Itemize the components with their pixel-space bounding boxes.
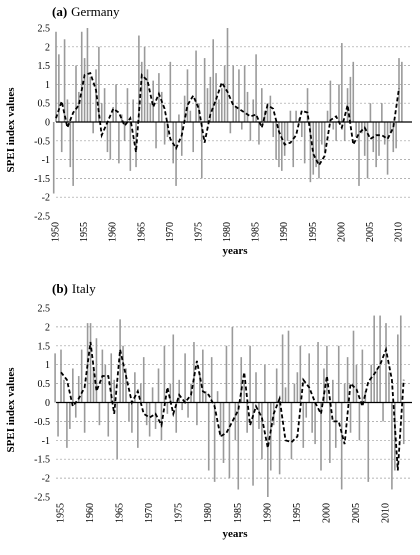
y-tick-label: 2 xyxy=(45,322,50,333)
panel-name-germany: Germany xyxy=(71,4,120,19)
x-tick-label: 1955 xyxy=(56,503,67,523)
panel-tag-b: (b) xyxy=(52,281,68,296)
annual-spei-line xyxy=(55,71,400,168)
x-axis-title-italy: years xyxy=(222,528,248,540)
x-tick-label: 2000 xyxy=(321,503,332,523)
x-tick-label: 1950 xyxy=(51,222,62,242)
y-tick-label: 1 xyxy=(45,80,50,91)
x-tick-label: 1970 xyxy=(165,222,176,242)
x-tick-label: 2010 xyxy=(394,222,405,242)
x-tick-label: 1990 xyxy=(279,222,290,242)
x-tick-label: 1995 xyxy=(292,503,303,523)
x-tick-label: 1995 xyxy=(308,222,319,242)
y-tick-label: -0.5 xyxy=(34,417,50,428)
x-tick-label: 1980 xyxy=(222,222,233,242)
x-tick-label: 1965 xyxy=(136,222,147,242)
panel-title-germany: (a) Germany xyxy=(52,4,120,19)
y-tick-label: -1 xyxy=(42,436,50,447)
x-tick-label: 1960 xyxy=(85,503,96,523)
y-tick-label: -2 xyxy=(42,474,50,485)
y-tick-label: 1.5 xyxy=(38,341,51,352)
y-tick-label: -1.5 xyxy=(34,455,50,466)
x-tick-label: 1980 xyxy=(203,503,214,523)
panel-italy: (b) Italy SPEI index values years 2.5 2 1.5… xyxy=(5,281,412,540)
x-tick-label: 2005 xyxy=(351,503,362,523)
x-tick-label: 1975 xyxy=(193,222,204,242)
y-tick-label: -2 xyxy=(42,193,50,204)
y-axis-title-germany: SPEI index values xyxy=(5,87,17,173)
x-tick-label: 1990 xyxy=(262,503,273,523)
y-tick-label: -2.5 xyxy=(34,493,50,504)
x-tick-label: 1975 xyxy=(174,503,185,523)
y-axis-title-italy: SPEI index values xyxy=(5,367,17,453)
y-tick-label: 0 xyxy=(45,398,50,409)
panel-germany: (a) Germany SPEI index values years 2.5 2 1… xyxy=(5,4,412,257)
plot-area-italy: 2.5 2 1.5 1 0.5 0 -0.5 -1 -1.5 -2 -2.5 1955 1960 1965… xyxy=(34,304,412,523)
panel-name-italy: Italy xyxy=(72,281,96,296)
x-tick-label: 1965 xyxy=(115,503,126,523)
x-tick-label: 1970 xyxy=(144,503,155,523)
x-tick-label: 1985 xyxy=(233,503,244,523)
annual-spei-line xyxy=(60,341,405,471)
y-tick-label: -1 xyxy=(42,155,50,166)
y-tick-label: 2.5 xyxy=(38,304,51,315)
x-tick-label: 1955 xyxy=(79,222,90,242)
x-tick-label: 1960 xyxy=(108,222,119,242)
y-tick-label: 2 xyxy=(45,42,50,53)
panel-tag-a: (a) xyxy=(52,4,67,19)
y-tick-label: 0.5 xyxy=(38,379,51,390)
y-tick-label: -2.5 xyxy=(34,212,50,223)
x-tick-label: 1985 xyxy=(251,222,262,242)
panel-title-italy: (b) Italy xyxy=(52,281,96,296)
x-axis-title-germany: years xyxy=(222,245,248,257)
y-tick-label: 0 xyxy=(45,118,50,129)
y-tick-label: 1.5 xyxy=(38,61,51,72)
x-tick-label: 2010 xyxy=(381,503,392,523)
y-tick-label: -0.5 xyxy=(34,136,50,147)
x-tick-label: 2000 xyxy=(336,222,347,242)
y-tick-label: 1 xyxy=(45,360,50,371)
y-tick-label: -1.5 xyxy=(34,174,50,185)
y-tick-label: 0.5 xyxy=(38,99,51,110)
y-tick-label: 2.5 xyxy=(38,24,51,35)
x-tick-label: 2005 xyxy=(365,222,376,242)
